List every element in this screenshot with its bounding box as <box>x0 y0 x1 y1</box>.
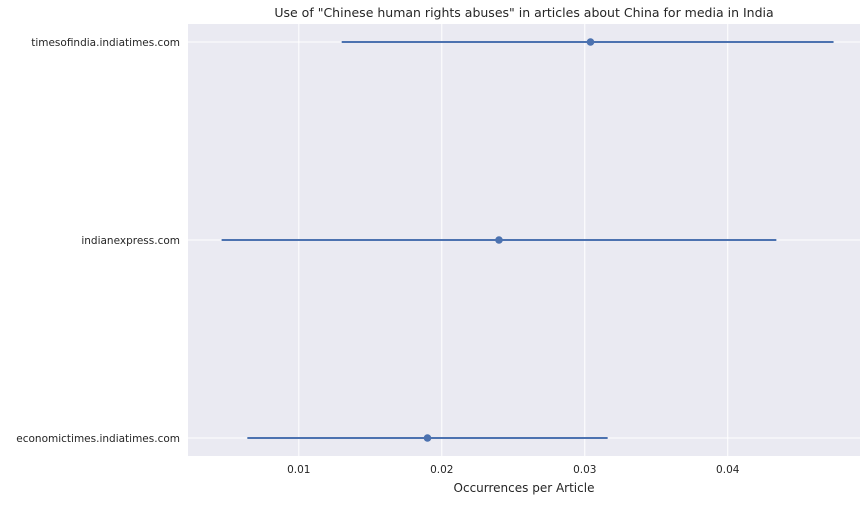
x-tick-label: 0.04 <box>716 464 740 476</box>
x-tick-labels: 0.01 0.02 0.03 0.04 <box>287 464 740 476</box>
y-tick-label: economictimes.indiatimes.com <box>16 433 180 445</box>
chart-title: Use of "Chinese human rights abuses" in … <box>274 5 773 20</box>
error-bars <box>221 38 834 442</box>
y-tick-label: indianexpress.com <box>81 235 180 247</box>
y-tick-label: timesofindia.indiatimes.com <box>31 37 180 49</box>
x-tick-label: 0.01 <box>287 464 310 476</box>
point-estimate <box>423 434 432 442</box>
x-tick-label: 0.03 <box>573 464 596 476</box>
point-estimate <box>586 38 595 46</box>
point-estimate <box>495 236 503 244</box>
y-tick-labels: timesofindia.indiatimes.com indianexpress… <box>16 37 180 445</box>
x-tick-label: 0.02 <box>430 464 453 476</box>
x-axis-label: Occurrences per Article <box>454 481 595 495</box>
